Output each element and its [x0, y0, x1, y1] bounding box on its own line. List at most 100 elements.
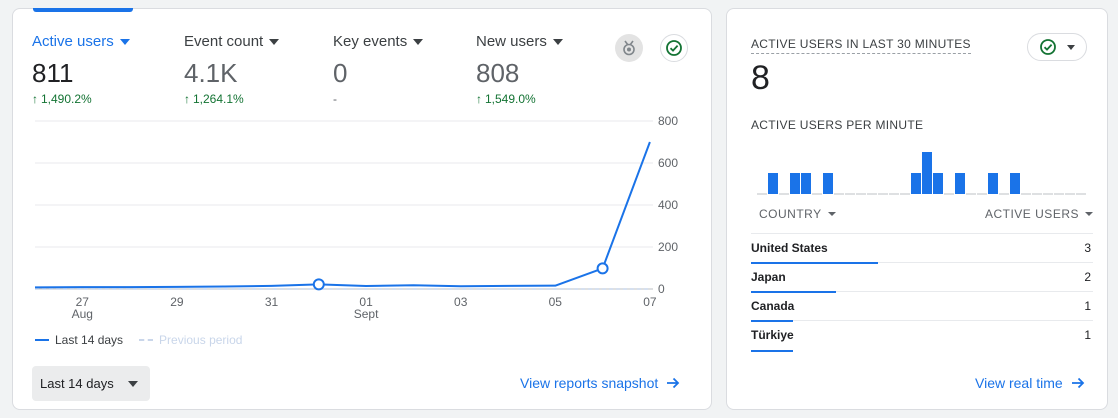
legend-current-label: Last 14 days	[55, 333, 124, 347]
metric-event-count-title[interactable]: Event count	[184, 33, 280, 50]
metric-value: 811	[32, 58, 74, 88]
col-country-header[interactable]: COUNTRY	[759, 207, 836, 221]
legend-previous-label: Previous period	[159, 333, 243, 347]
y-tick-label: 800	[658, 114, 678, 128]
minute-bar[interactable]	[768, 173, 778, 194]
table-row[interactable]: United States 3	[751, 234, 1093, 264]
selected-metric-indicator	[33, 8, 133, 12]
metric-title-label: New users	[476, 33, 547, 50]
minute-bar[interactable]	[922, 152, 932, 194]
x-tick-label: 27	[76, 295, 90, 309]
check-circle-icon[interactable]	[660, 34, 688, 62]
country-name: Japan	[751, 270, 786, 284]
metric-value: 0	[333, 58, 348, 88]
caret-down-icon	[269, 38, 280, 45]
x-tick-label: 03	[454, 295, 468, 309]
metric-change-value: -	[333, 92, 337, 106]
x-tick-label: 05	[549, 295, 563, 309]
realtime-value: 8	[751, 59, 770, 97]
minute-bar[interactable]	[1010, 173, 1020, 194]
minute-bar[interactable]	[911, 173, 921, 194]
x-tick-month-label: Aug	[72, 307, 93, 321]
metric-value: 4.1K	[184, 58, 238, 88]
country-name: Türkiye	[751, 328, 794, 342]
country-name: Canada	[751, 299, 795, 313]
metric-change: ↑ 1,490.2%	[32, 92, 130, 106]
date-range-dropdown[interactable]: Last 14 days	[32, 366, 150, 401]
country-users: 1	[1084, 299, 1091, 313]
x-tick-label: 29	[170, 295, 184, 309]
metric-key-events-title[interactable]: Key events	[333, 33, 424, 50]
check-circle-icon	[1040, 39, 1056, 55]
share-bar	[751, 291, 836, 293]
arrow-right-icon	[667, 377, 680, 389]
realtime-card: ACTIVE USERS IN LAST 30 MINUTES 8 ACTIVE…	[726, 8, 1108, 410]
country-users: 3	[1084, 241, 1091, 255]
legend-solid-swatch	[35, 339, 49, 341]
minute-bar[interactable]	[933, 173, 943, 194]
status-dropdown[interactable]	[1027, 33, 1087, 61]
share-bar	[751, 262, 878, 264]
col-users-header[interactable]: ACTIVE USERS	[985, 207, 1093, 221]
link-label: View real time	[975, 375, 1063, 391]
metric-active-users-title[interactable]: Active users	[32, 33, 130, 50]
table-divider	[751, 233, 1093, 234]
table-row[interactable]: Türkiye 1	[751, 321, 1093, 352]
x-tick-label: 31	[265, 295, 279, 309]
metric-new-users[interactable]: New users 808 ↑ 1,549.0%	[476, 33, 563, 106]
col-country-label: COUNTRY	[759, 207, 822, 221]
legend-current[interactable]: Last 14 days	[35, 333, 123, 347]
y-tick-label: 400	[658, 198, 678, 212]
metric-change: ↑ 1,264.1%	[184, 92, 279, 106]
share-bar	[751, 350, 794, 352]
metric-title-label: Key events	[333, 33, 408, 50]
metric-change-value: 1,549.0%	[485, 92, 536, 106]
metric-active-users[interactable]: Active users 811 ↑ 1,490.2%	[32, 33, 130, 106]
y-tick-label: 200	[658, 240, 678, 254]
data-point	[596, 262, 609, 275]
table-row[interactable]: Japan 2	[751, 263, 1093, 293]
metric-change: ↑ 1,549.0%	[476, 92, 563, 106]
metric-value: 808	[476, 58, 520, 88]
caret-down-icon	[413, 38, 424, 45]
medal-icon[interactable]	[615, 34, 643, 62]
date-range-label: Last 14 days	[40, 376, 114, 391]
caret-down-icon	[127, 380, 138, 387]
view-reports-snapshot-link[interactable]: View reports snapshot	[520, 375, 680, 391]
y-tick-label: 600	[658, 156, 678, 170]
metric-change-value: 1,490.2%	[41, 92, 92, 106]
minute-bar[interactable]	[801, 173, 811, 194]
data-point	[312, 278, 325, 291]
caret-down-icon	[552, 38, 563, 45]
minute-bar[interactable]	[988, 173, 998, 194]
minute-bar[interactable]	[955, 173, 965, 194]
metric-event-count[interactable]: Event count 4.1K ↑ 1,264.1%	[184, 33, 280, 106]
realtime-title[interactable]: ACTIVE USERS IN LAST 30 MINUTES	[751, 37, 971, 54]
minute-bar[interactable]	[790, 173, 800, 194]
overview-card: Active users 811 ↑ 1,490.2% Event count …	[12, 8, 712, 410]
caret-down-icon	[1085, 212, 1093, 216]
metric-change-value: 1,264.1%	[193, 92, 244, 106]
per-minute-label: ACTIVE USERS PER MINUTE	[751, 118, 924, 132]
share-bar	[751, 320, 794, 322]
series-current-line	[34, 141, 651, 289]
y-tick-label: 0	[658, 282, 665, 296]
arrow-right-icon	[1071, 377, 1084, 389]
arrow-up-icon: ↑	[32, 92, 38, 106]
arrow-up-icon: ↑	[184, 92, 190, 106]
view-real-time-link[interactable]: View real time	[975, 375, 1085, 391]
metric-change: -	[333, 92, 423, 106]
legend-previous[interactable]: Previous period	[139, 333, 242, 347]
caret-down-icon	[119, 38, 130, 45]
country-name: United States	[751, 241, 828, 255]
x-tick-month-label: Sept	[354, 307, 379, 321]
table-row[interactable]: Canada 1	[751, 292, 1093, 322]
country-users: 2	[1084, 270, 1091, 284]
arrow-up-icon: ↑	[476, 92, 482, 106]
metric-key-events[interactable]: Key events 0 -	[333, 33, 424, 106]
x-tick-label: 01	[359, 295, 373, 309]
metric-new-users-title[interactable]: New users	[476, 33, 563, 50]
metric-title-label: Event count	[184, 33, 264, 50]
minute-bar[interactable]	[823, 173, 833, 194]
